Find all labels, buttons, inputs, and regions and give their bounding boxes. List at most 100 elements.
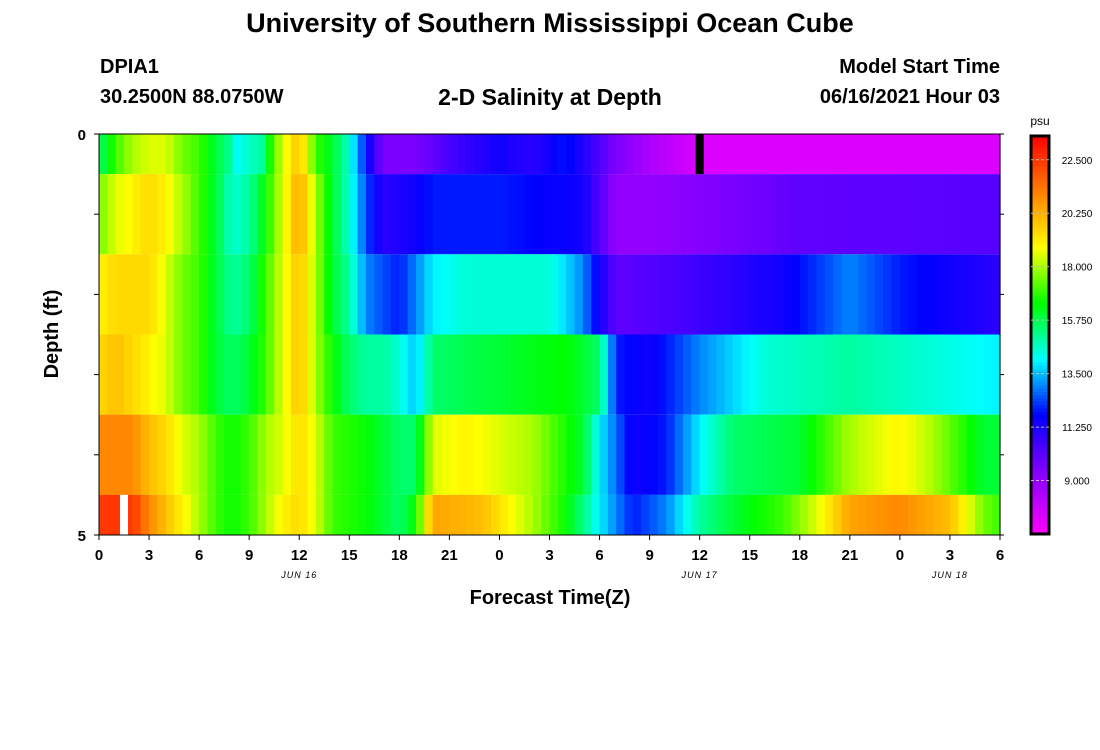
heatmap-cell-r3	[833, 334, 843, 415]
heatmap-cell-r5	[132, 494, 142, 535]
heatmap-cell-r4	[607, 414, 617, 495]
heatmap-cell-r3	[974, 334, 984, 415]
heatmap-cell-r1	[99, 174, 108, 255]
heatmap-cell-r2	[682, 254, 692, 335]
heatmap-cell-r1	[624, 174, 634, 255]
heatmap-cell-r5	[165, 494, 175, 535]
heatmap-cell-r1	[599, 174, 609, 255]
heatmap-cell-r0	[916, 134, 926, 175]
heatmap-cell-r2	[541, 254, 551, 335]
colorbar-swatch	[1031, 361, 1049, 366]
heatmap-cell-r2	[165, 254, 175, 335]
colorbar-swatch	[1031, 378, 1049, 383]
heatmap-cell-r3	[799, 334, 809, 415]
colorbar-swatch	[1031, 162, 1049, 167]
heatmap-cell-r0	[974, 134, 984, 175]
heatmap-cell-r1	[799, 174, 809, 255]
heatmap-cell-r4	[966, 414, 976, 495]
heatmap-cell-r2	[566, 254, 576, 335]
heatmap-cell-r2	[883, 254, 893, 335]
colorbar-swatch	[1031, 248, 1049, 253]
heatmap-cell-r2	[574, 254, 584, 335]
heatmap-cell-r4	[883, 414, 893, 495]
heatmap-cell-r4	[132, 414, 142, 495]
x-tick-label: 0	[495, 547, 503, 564]
heatmap-cell-r5	[549, 494, 559, 535]
heatmap-cell-r3	[207, 334, 217, 415]
heatmap-cell-r1	[691, 174, 701, 255]
heatmap-cell-r4	[924, 414, 934, 495]
heatmap-cell-r3	[365, 334, 375, 415]
heatmap-cell-r1	[607, 174, 617, 255]
heatmap-cell-r1	[274, 174, 284, 255]
heatmap-cell-r5	[232, 494, 242, 535]
heatmap-cell-r4	[741, 414, 751, 495]
heatmap-cell-r4	[758, 414, 767, 495]
heatmap-cell-r2	[149, 254, 158, 335]
colorbar-swatch	[1031, 517, 1049, 522]
heatmap-cell-r2	[691, 254, 701, 335]
heatmap-cell-r5	[307, 494, 317, 535]
heatmap-cell-r3	[682, 334, 692, 415]
heatmap-cell-r5	[791, 494, 801, 535]
colorbar-swatch	[1031, 208, 1049, 213]
heatmap-cell-r0	[232, 134, 242, 175]
colorbar-swatch	[1031, 328, 1049, 333]
heatmap-cell-r2	[499, 254, 509, 335]
heatmap-cell-r5	[958, 494, 968, 535]
colorbar-swatch	[1031, 262, 1049, 266]
heatmap-cell-r4	[616, 414, 626, 495]
heatmap-cell-r0	[132, 134, 142, 175]
colorbar-swatch	[1031, 424, 1049, 429]
heatmap-cell-r1	[190, 174, 200, 255]
heatmap-cell-r5	[524, 494, 534, 535]
gap-marker-0	[695, 134, 704, 175]
heatmap-cell-r3	[382, 334, 392, 415]
heatmap-cell-r5	[657, 494, 667, 535]
x-tick-label: 18	[391, 547, 408, 564]
heatmap-cell-r3	[199, 334, 209, 415]
heatmap-cell-r4	[532, 414, 542, 495]
heatmap-cell-r0	[741, 134, 751, 175]
heatmap-cell-r1	[449, 174, 459, 255]
heatmap-cell-r0	[808, 134, 818, 175]
heatmap-cell-r1	[699, 174, 709, 255]
heatmap-cell-r4	[557, 414, 567, 495]
heatmap-cell-r1	[924, 174, 934, 255]
heatmap-cell-r0	[240, 134, 250, 175]
heatmap-cell-r3	[324, 334, 334, 415]
heatmap-cell-r5	[182, 494, 192, 535]
heatmap-cell-r5	[199, 494, 209, 535]
heatmap-cell-r0	[966, 134, 976, 175]
heatmap-cell-r4	[749, 414, 759, 495]
colorbar-swatch	[1031, 467, 1049, 472]
heatmap-cell-r3	[941, 334, 951, 415]
heatmap-cell-r2	[491, 254, 501, 335]
heatmap-cell-r2	[257, 254, 267, 335]
heatmap-cell-r4	[708, 414, 717, 495]
heatmap-cell-r1	[390, 174, 400, 255]
heatmap-cell-r0	[390, 134, 400, 175]
heatmap-cell-r2	[224, 254, 234, 335]
heatmap-cell-r2	[624, 254, 634, 335]
colorbar-swatch	[1031, 265, 1049, 270]
heatmap-cell-r0	[766, 134, 776, 175]
colorbar-swatch	[1031, 351, 1049, 356]
heatmap-cell-r3	[741, 334, 751, 415]
y-axis: 05	[78, 127, 1004, 545]
heatmap-cell-r5	[783, 494, 793, 535]
heatmap-cell-r3	[624, 334, 634, 415]
colorbar-swatch	[1031, 371, 1049, 376]
heatmap-cell-r1	[674, 174, 684, 255]
heatmap-cell-r5	[257, 494, 267, 535]
heatmap-cell-r0	[541, 134, 551, 175]
heatmap-cell-r4	[307, 414, 317, 495]
heatmap-cell-r4	[833, 414, 843, 495]
colorbar-tick-label: 15.750	[1062, 316, 1093, 327]
heatmap-cell-r5	[474, 494, 484, 535]
heatmap-cell-r4	[507, 414, 517, 495]
colorbar-swatch	[1031, 235, 1049, 240]
heatmap-cell-r5	[741, 494, 751, 535]
heatmap-cell-r2	[899, 254, 909, 335]
